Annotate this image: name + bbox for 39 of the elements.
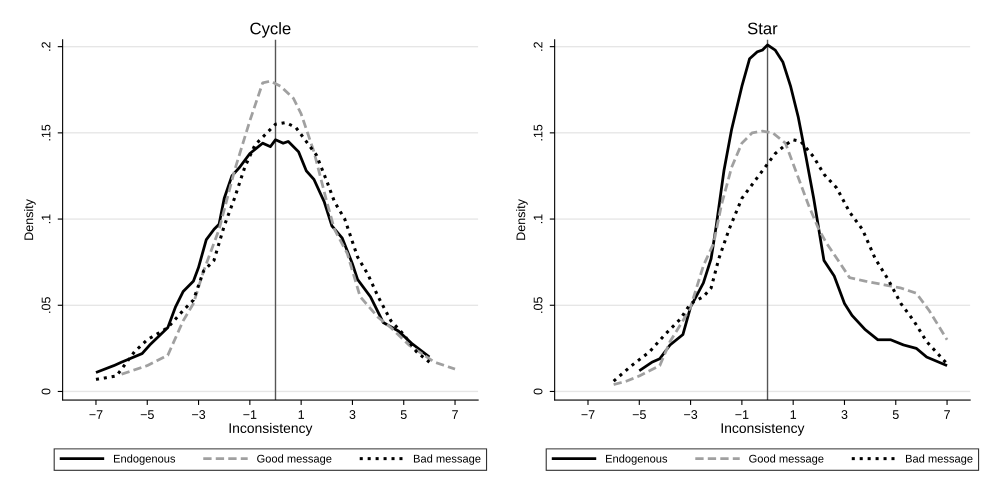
legend-label: Endogenous (114, 454, 176, 465)
x-tick-label: 5 (892, 410, 899, 419)
y-tick-label: .05 (534, 297, 542, 313)
x-tick-label: 3 (349, 410, 356, 419)
x-tick-label: −1 (735, 410, 748, 419)
y-tick-label: .2 (534, 42, 542, 51)
y-tick-label: .15 (42, 124, 50, 140)
chart-title: Star (748, 22, 778, 34)
legend-label: Bad message (414, 454, 480, 465)
y-tick-label: .1 (534, 214, 542, 224)
x-tick-label: −7 (581, 410, 594, 419)
x-tick-label: −7 (89, 410, 102, 419)
line-series (120, 80, 456, 376)
y-tick-label: .1 (42, 214, 50, 224)
y-tick-label: .05 (42, 297, 50, 313)
x-tick-label: −5 (140, 410, 154, 419)
x-tick-label: 5 (400, 410, 407, 419)
y-axis-title: Density (24, 199, 36, 240)
legend-label: Good message (749, 454, 824, 465)
x-tick-label: −3 (684, 410, 698, 419)
y-axis-title: Density (516, 199, 528, 240)
y-tick-label: 0 (534, 388, 542, 394)
x-axis-title: Inconsistency (230, 422, 312, 436)
legend-label: Good message (257, 454, 332, 465)
x-tick-label: 7 (452, 410, 458, 419)
chart-title: Cycle (250, 22, 290, 38)
x-tick-label: −1 (243, 410, 256, 419)
x-axis-title: Inconsistency (722, 422, 804, 436)
x-tick-label: 1 (298, 410, 304, 419)
x-tick-label: 1 (790, 410, 796, 419)
y-tick-label: .2 (42, 42, 50, 51)
legend-label: Bad message (906, 454, 973, 465)
y-tick-label: .15 (534, 124, 542, 140)
x-tick-label: 3 (841, 410, 848, 419)
legend-label: Endogenous (606, 454, 668, 465)
y-tick-label: 0 (42, 388, 50, 394)
x-tick-label: −5 (632, 410, 646, 419)
x-tick-label: 7 (944, 410, 950, 419)
x-tick-label: −3 (192, 410, 206, 419)
